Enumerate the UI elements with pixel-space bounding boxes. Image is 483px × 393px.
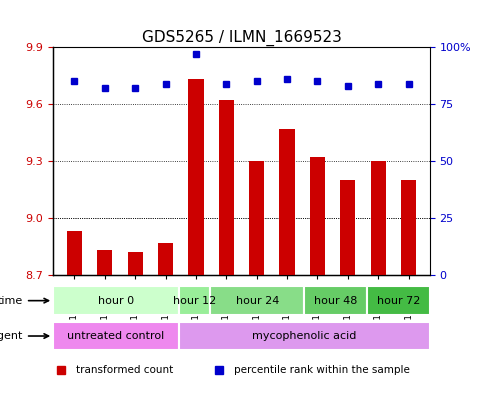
- Bar: [280, 129, 295, 275]
- Text: hour 0: hour 0: [98, 296, 134, 306]
- Text: hour 12: hour 12: [173, 296, 216, 306]
- FancyBboxPatch shape: [210, 286, 304, 315]
- Bar: [310, 157, 325, 275]
- Bar: [158, 243, 173, 275]
- Bar: [97, 250, 113, 275]
- FancyBboxPatch shape: [53, 322, 179, 350]
- Title: GDS5265 / ILMN_1669523: GDS5265 / ILMN_1669523: [142, 29, 341, 46]
- FancyBboxPatch shape: [304, 286, 367, 315]
- Bar: [249, 161, 264, 275]
- Text: time: time: [0, 296, 48, 306]
- Text: hour 48: hour 48: [314, 296, 357, 306]
- Bar: [370, 161, 386, 275]
- Bar: [219, 100, 234, 275]
- Bar: [340, 180, 355, 275]
- Bar: [128, 252, 143, 275]
- Text: mycophenolic acid: mycophenolic acid: [252, 331, 356, 341]
- FancyBboxPatch shape: [179, 286, 210, 315]
- Bar: [67, 231, 82, 275]
- FancyBboxPatch shape: [53, 286, 179, 315]
- Text: hour 24: hour 24: [236, 296, 279, 306]
- Bar: [401, 180, 416, 275]
- Bar: [188, 79, 203, 275]
- FancyBboxPatch shape: [367, 286, 430, 315]
- Text: transformed count: transformed count: [76, 365, 173, 375]
- Text: percentile rank within the sample: percentile rank within the sample: [234, 365, 410, 375]
- FancyBboxPatch shape: [179, 322, 430, 350]
- Text: agent: agent: [0, 331, 48, 341]
- Text: hour 72: hour 72: [377, 296, 420, 306]
- Text: untreated control: untreated control: [67, 331, 165, 341]
